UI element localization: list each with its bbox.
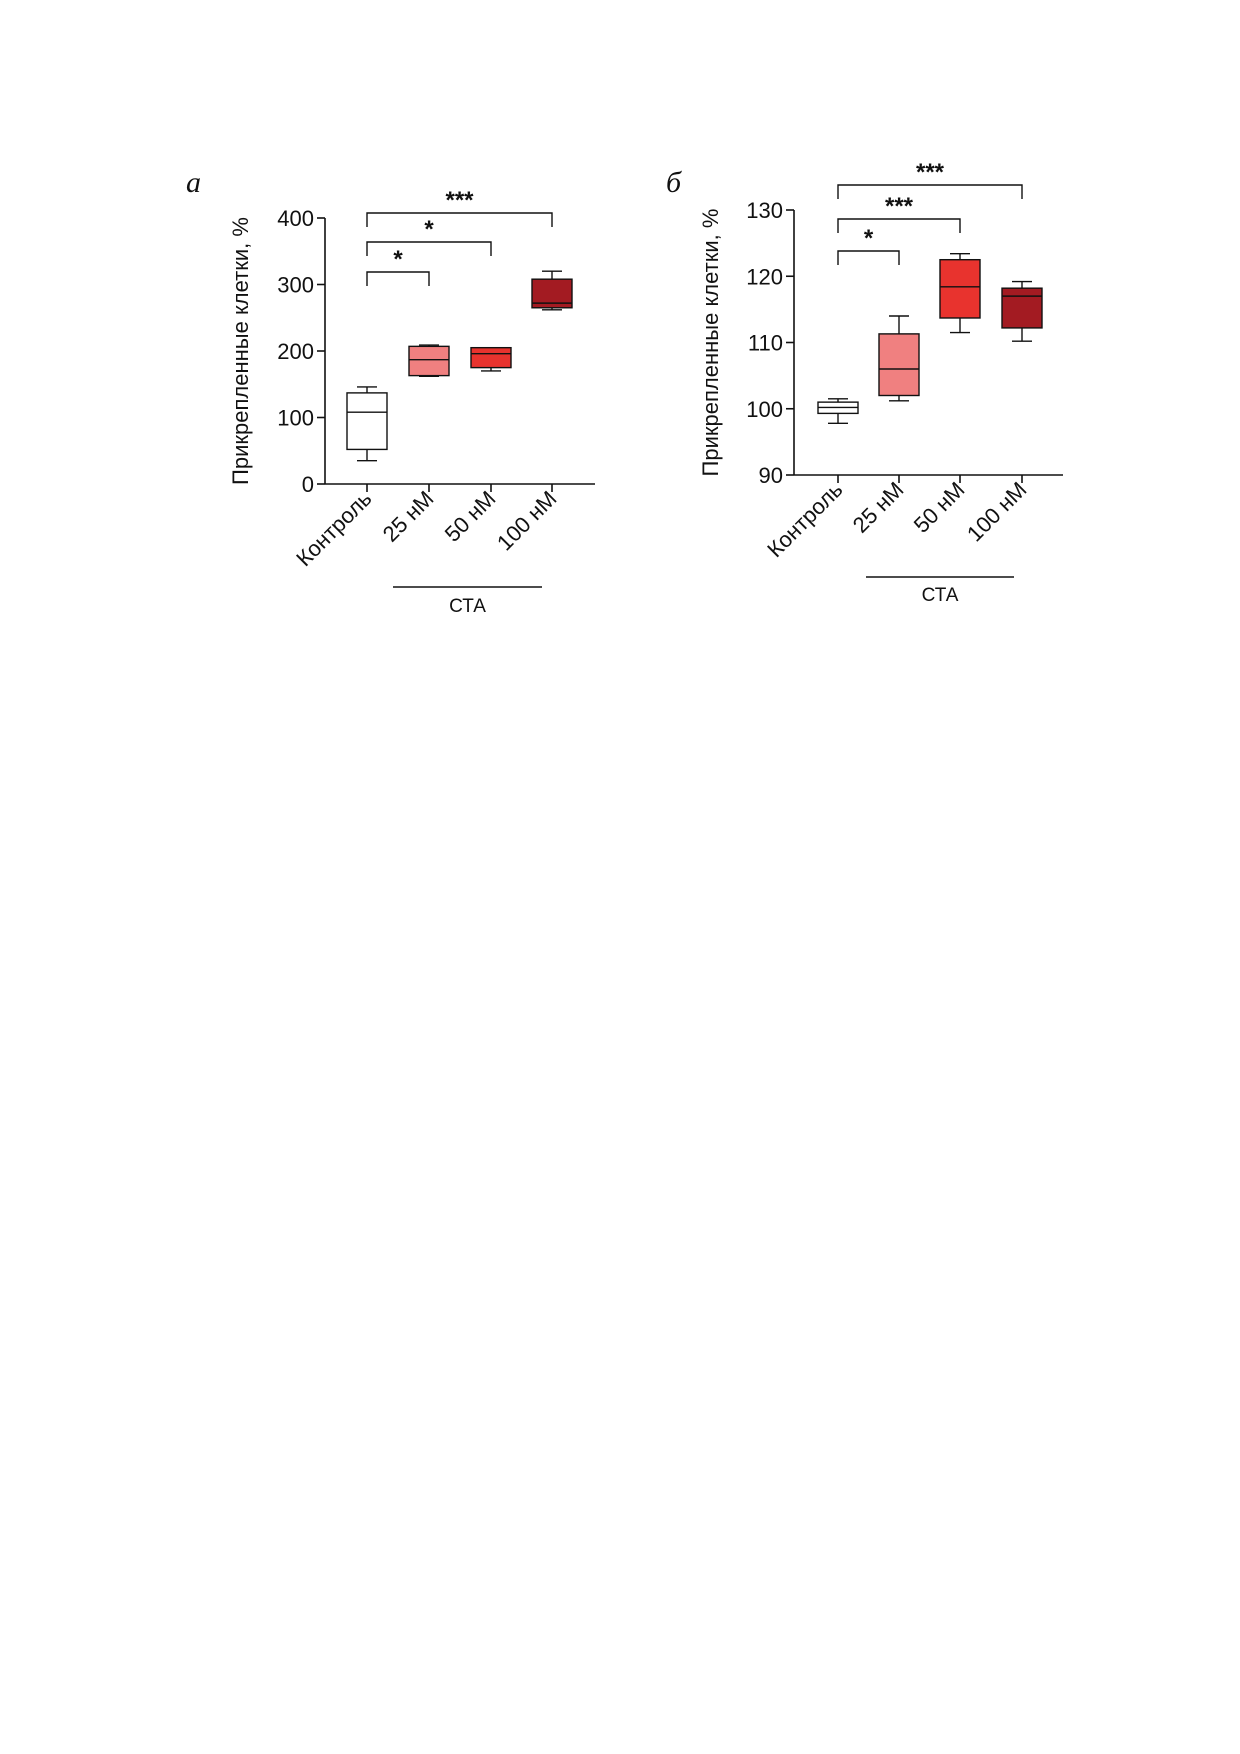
significance-bracket [366,241,492,256]
x-tick-label: 100 нМ [962,477,1032,547]
y-tick-label: 120 [746,264,783,289]
box-iqr [470,346,512,369]
significance-label: * [864,225,874,252]
y-tick-label: 90 [759,463,783,488]
x-tick-label: Контроль [762,477,847,562]
y-tick-label: 400 [277,206,314,231]
panel-a-chart: а 0 100 200 300 400 Прикрепленные клетки, % Кон… [186,166,595,617]
box-iqr [408,345,450,377]
significance-bracket [366,271,430,286]
significance-label: *** [916,159,945,186]
box-iqr [1001,287,1043,329]
significance-bracket [837,250,900,265]
significance-bracket [366,212,553,227]
x-tick-label: Контроль [291,486,376,571]
y-tick-label: 300 [277,273,314,298]
box-iqr [878,333,920,397]
significance-bracket [837,184,1023,199]
significance-label: * [393,246,403,273]
y-tick-label: 110 [748,331,783,356]
panel-b-chart: б 90 100 110 120 130 Прикрепленные клетки, % Ко… [666,159,1063,606]
significance-bracket [837,218,961,233]
x-tick-label: 50 нМ [909,477,970,538]
y-axis-title: Прикрепленные клетки, % [228,217,253,485]
x-tick-label: 25 нМ [848,477,909,538]
group-label: СТА [449,596,486,617]
box-iqr [346,392,388,451]
group-label: СТА [922,585,959,606]
y-tick-label: 130 [746,198,783,223]
significance-label: *** [885,193,914,220]
y-axis-title: Прикрепленные клетки, % [698,209,723,477]
box-iqr [939,258,981,319]
x-tick-label: 100 нМ [492,486,562,556]
y-tick-label: 100 [277,406,314,431]
significance-label: * [424,216,434,243]
y-tick-label: 100 [746,397,783,422]
x-tick-label: 25 нМ [378,486,439,547]
panel-label: а [186,166,201,199]
panel-label: б [666,166,682,199]
significance-label: *** [445,187,474,214]
y-tick-label: 0 [302,472,314,497]
y-tick-label: 200 [277,339,314,364]
